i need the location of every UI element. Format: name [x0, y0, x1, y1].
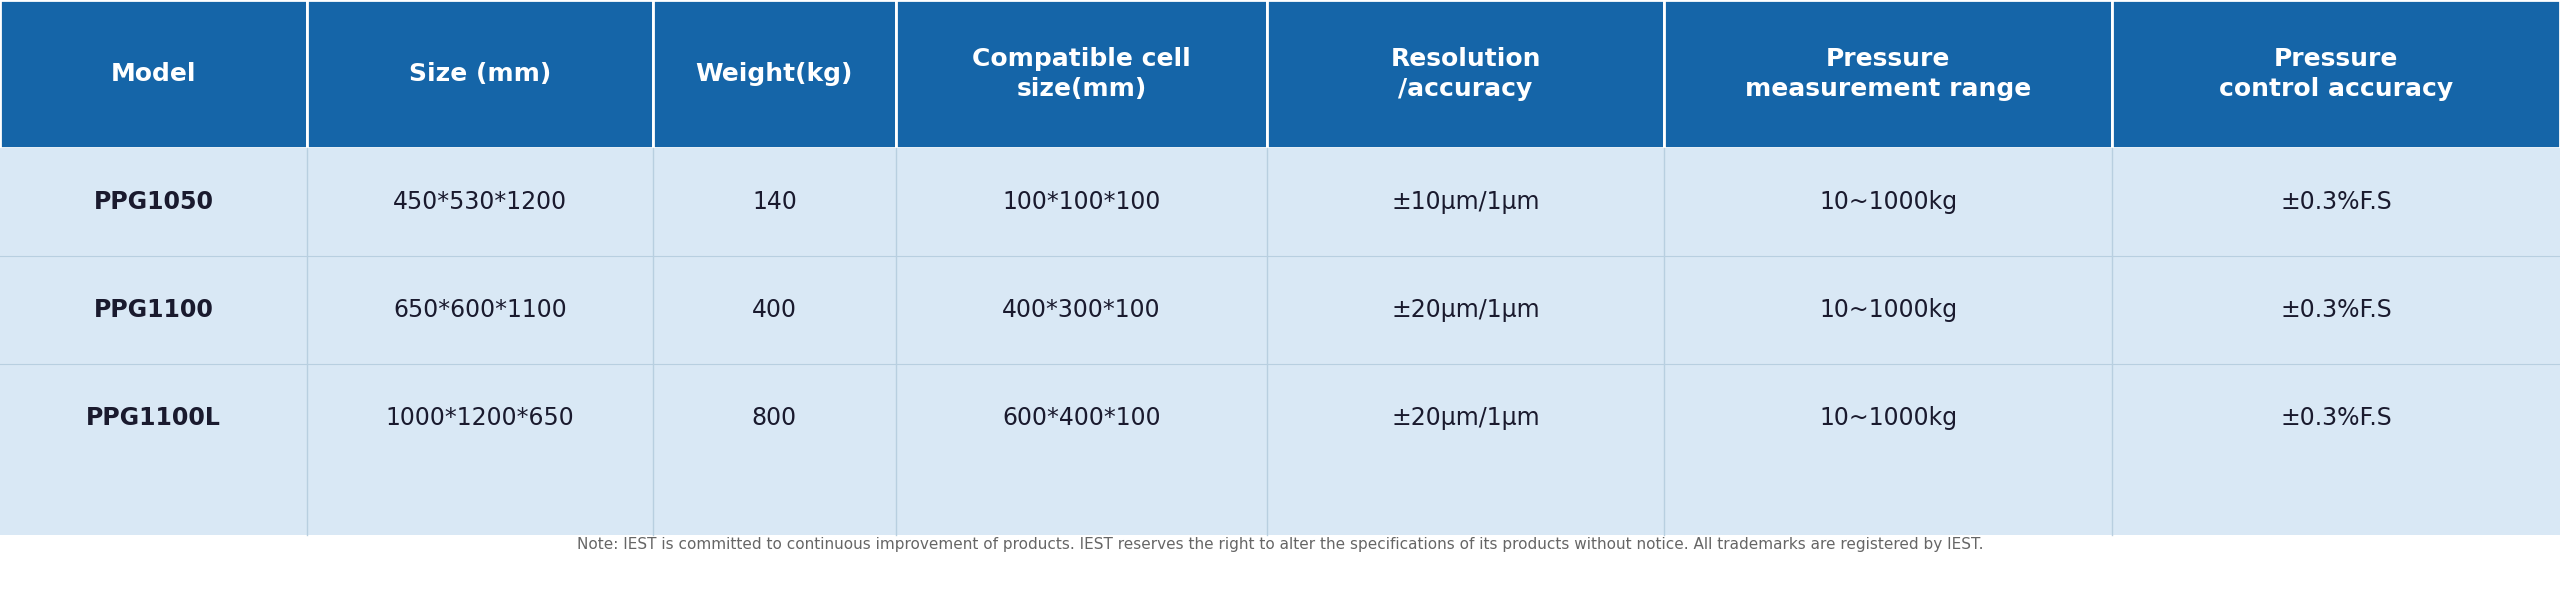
- Text: 450*530*1200: 450*530*1200: [392, 190, 568, 214]
- Text: Resolution
/accuracy: Resolution /accuracy: [1390, 47, 1541, 101]
- Text: 10~1000kg: 10~1000kg: [1820, 190, 1956, 214]
- Text: 10~1000kg: 10~1000kg: [1820, 298, 1956, 322]
- Text: Note: IEST is committed to continuous improvement of products. IEST reserves the: Note: IEST is committed to continuous im…: [576, 538, 1984, 552]
- Bar: [896, 0, 1267, 148]
- Text: ±0.3%F.S: ±0.3%F.S: [2281, 298, 2391, 322]
- Text: PPG1100: PPG1100: [95, 298, 212, 322]
- Text: Model: Model: [110, 62, 197, 86]
- Bar: [1267, 0, 1664, 148]
- Text: ±0.3%F.S: ±0.3%F.S: [2281, 190, 2391, 214]
- Text: ±0.3%F.S: ±0.3%F.S: [2281, 406, 2391, 430]
- Bar: [0, 0, 307, 148]
- Text: Weight(kg): Weight(kg): [696, 62, 852, 86]
- Text: Pressure
control accuracy: Pressure control accuracy: [2220, 47, 2452, 101]
- Text: 140: 140: [753, 190, 796, 214]
- Bar: [307, 0, 653, 148]
- Text: ±10μm/1μm: ±10μm/1μm: [1390, 190, 1541, 214]
- Bar: [2112, 0, 2560, 148]
- Text: 100*100*100: 100*100*100: [1004, 190, 1160, 214]
- Bar: [0, 148, 2560, 535]
- Bar: [653, 0, 896, 148]
- Text: 650*600*1100: 650*600*1100: [394, 298, 566, 322]
- Text: ±20μm/1μm: ±20μm/1μm: [1390, 406, 1541, 430]
- Text: Size (mm): Size (mm): [410, 62, 550, 86]
- Bar: [0, 535, 2560, 592]
- Text: 400*300*100: 400*300*100: [1004, 298, 1160, 322]
- Bar: [1664, 0, 2112, 148]
- Text: 600*400*100: 600*400*100: [1004, 406, 1160, 430]
- Text: Pressure
measurement range: Pressure measurement range: [1746, 47, 2030, 101]
- Text: PPG1050: PPG1050: [95, 190, 212, 214]
- Text: Compatible cell
size(mm): Compatible cell size(mm): [973, 47, 1190, 101]
- Text: 1000*1200*650: 1000*1200*650: [387, 406, 573, 430]
- Text: 10~1000kg: 10~1000kg: [1820, 406, 1956, 430]
- Text: PPG1100L: PPG1100L: [87, 406, 220, 430]
- Text: 400: 400: [753, 298, 796, 322]
- Text: 800: 800: [753, 406, 796, 430]
- Text: ±20μm/1μm: ±20μm/1μm: [1390, 298, 1541, 322]
